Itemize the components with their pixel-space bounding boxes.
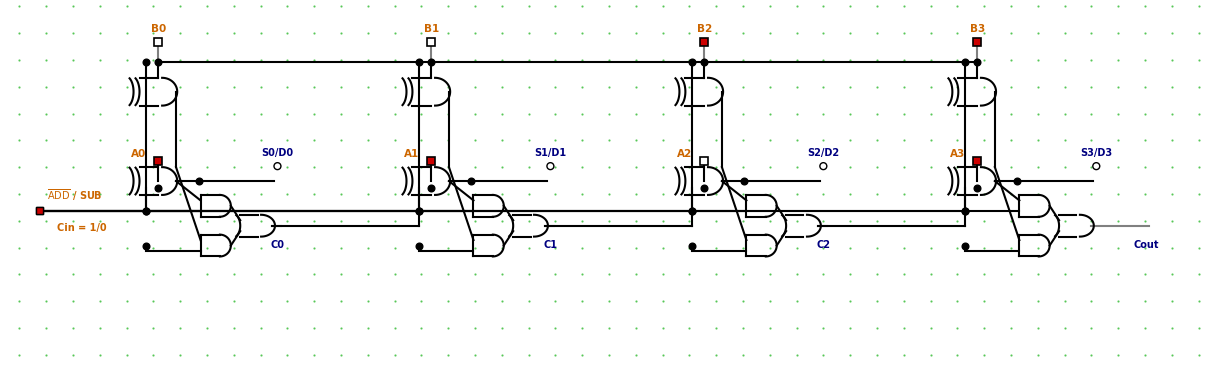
Text: B0: B0 (151, 24, 165, 34)
Text: S2/D2: S2/D2 (807, 148, 840, 158)
Text: S1/D1: S1/D1 (534, 148, 567, 158)
Text: A0: A0 (132, 149, 146, 159)
Text: A1: A1 (405, 149, 419, 159)
Bar (974, 38, 981, 46)
Bar (974, 157, 981, 165)
Text: B2: B2 (697, 24, 712, 34)
Text: C2: C2 (817, 240, 830, 250)
Bar (36, 207, 42, 214)
Circle shape (820, 162, 826, 170)
Bar (701, 38, 708, 46)
Circle shape (1093, 162, 1099, 170)
Text: $\overline{\mathrm{ADD}}$ / SUB: $\overline{\mathrm{ADD}}$ / SUB (47, 187, 103, 203)
Bar (36, 207, 42, 214)
Text: C1: C1 (544, 240, 557, 250)
Bar (155, 38, 162, 46)
Text: B1: B1 (424, 24, 439, 34)
Text: B3: B3 (970, 24, 985, 34)
Text: S0/D0: S0/D0 (261, 148, 294, 158)
Text: A3: A3 (949, 149, 965, 159)
Text: Cin = 1/0: Cin = 1/0 (57, 223, 106, 233)
Text: Cout: Cout (1133, 240, 1158, 250)
Text: C0: C0 (271, 240, 284, 250)
Bar (155, 157, 162, 165)
Text: A2: A2 (676, 149, 692, 159)
Bar (428, 157, 435, 165)
Circle shape (547, 162, 554, 170)
Bar (428, 38, 435, 46)
Circle shape (274, 162, 281, 170)
Bar (701, 157, 708, 165)
Text: S3/D3: S3/D3 (1080, 148, 1113, 158)
